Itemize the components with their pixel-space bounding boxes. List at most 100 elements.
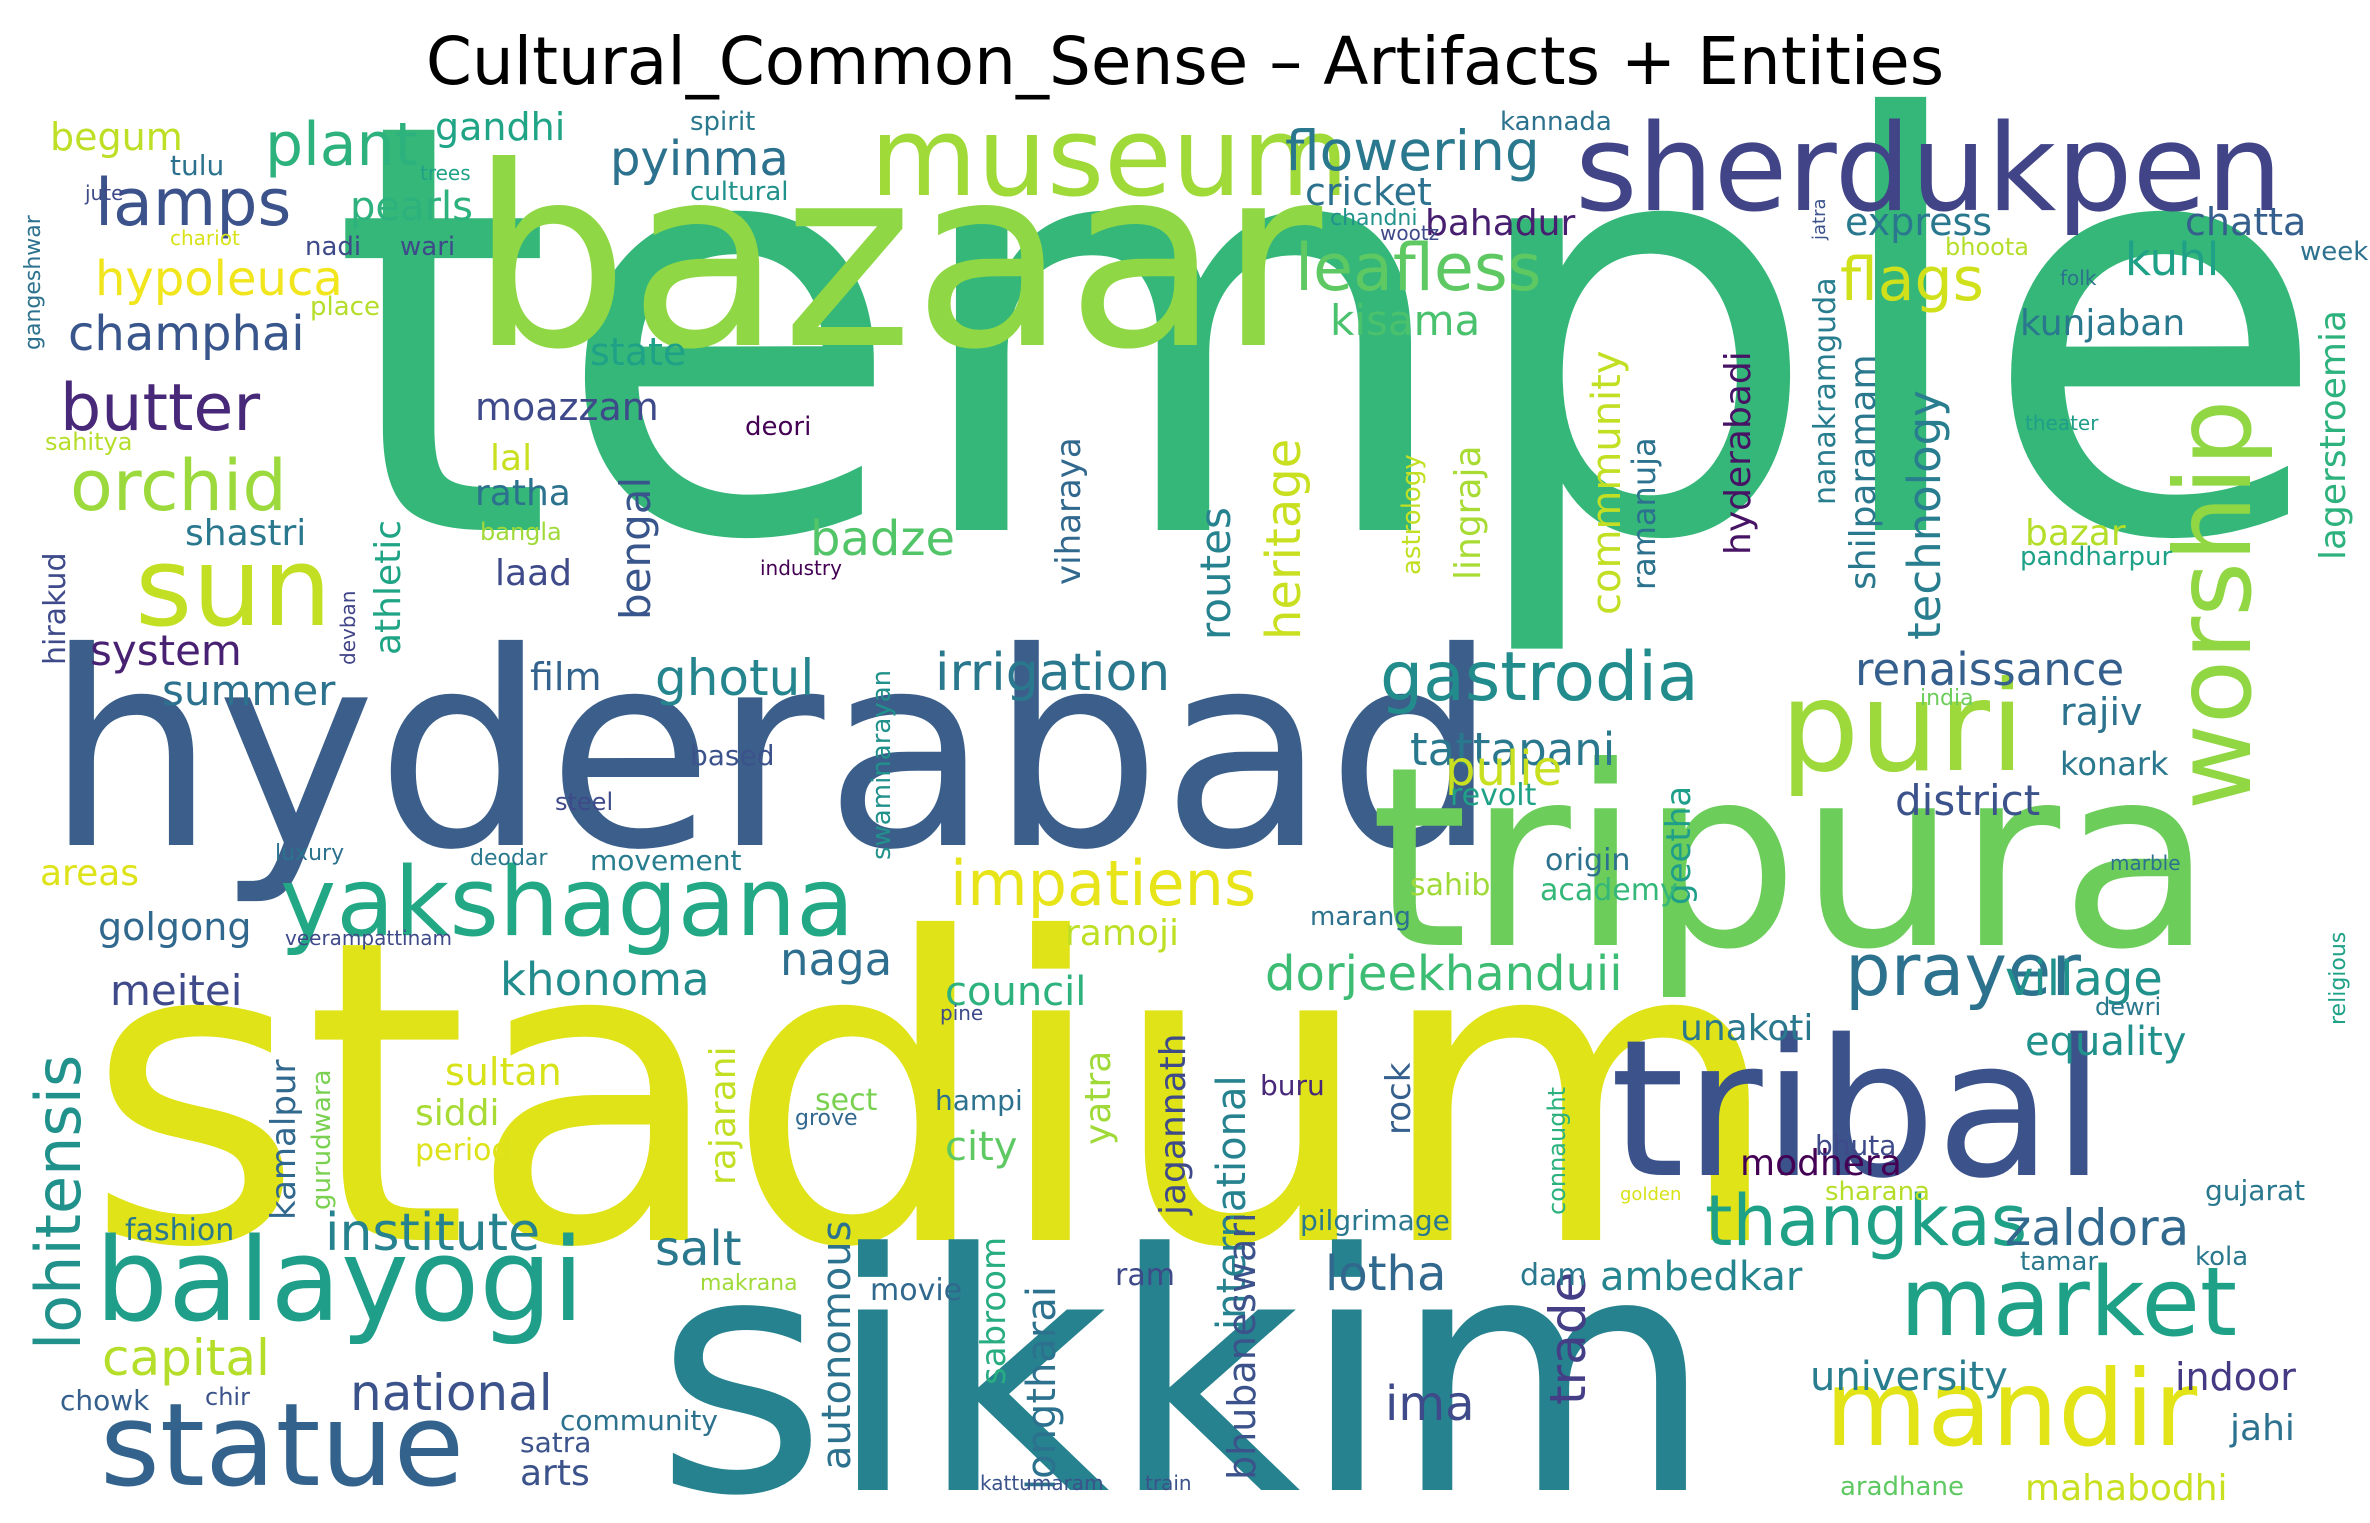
word-nadi: nadi: [305, 232, 361, 262]
word-university: university: [1810, 1354, 2008, 1400]
word-express: express: [1845, 200, 1992, 244]
word-shilparamam: shilparamam: [1843, 354, 1884, 590]
word-sultan: sultan: [445, 1050, 562, 1094]
word-yakshagana: yakshagana: [280, 848, 854, 958]
word-devban: devban: [336, 591, 360, 665]
word-laad: laad: [495, 553, 572, 594]
word-connaught: connaught: [1543, 1087, 1571, 1215]
word-lotha: lotha: [1325, 1246, 1446, 1302]
word-sahitya: sahitya: [45, 428, 132, 456]
word-trees: trees: [420, 161, 471, 185]
word-chandni: chandni: [1330, 206, 1417, 231]
word-folk: folk: [2060, 266, 2097, 290]
word-nanakramguda: nanakramguda: [1808, 277, 1843, 505]
word-state: state: [590, 330, 686, 374]
word-worship: worship: [2153, 400, 2275, 810]
word-jute: jute: [84, 181, 123, 205]
word-ram: ram: [1115, 1258, 1175, 1293]
word-hirakud: hirakud: [38, 552, 73, 665]
word-mandir: mandir: [1825, 1348, 2198, 1470]
word-sherdukpen: sherdukpen: [1575, 100, 2282, 239]
word-dewri: dewri: [2095, 993, 2161, 1021]
word-kamalpur: kamalpur: [264, 1060, 304, 1220]
word-puri: puri: [1780, 655, 2025, 800]
word-konark: konark: [2060, 745, 2169, 783]
word-bahadur: bahadur: [1425, 203, 1575, 244]
word-ima: ima: [1385, 1376, 1475, 1432]
word-begum: begum: [50, 115, 183, 159]
word-sikkim: sikkim: [655, 1184, 1714, 1523]
word-jatra: jatra: [1809, 198, 1830, 241]
word-viharaya: viharaya: [1049, 437, 1089, 585]
word-lohitensis: lohitensis: [22, 1055, 95, 1350]
word-badze: badze: [810, 511, 955, 567]
word-sabroom: sabroom: [974, 1237, 1014, 1385]
word-academy: academy: [1540, 873, 1678, 908]
word-moazzam: moazzam: [475, 385, 659, 429]
chart-title: Cultural_Common_Sense – Artifacts + Enti…: [425, 23, 1945, 100]
word-deodar: deodar: [470, 846, 548, 871]
word-routes: routes: [1191, 507, 1240, 640]
word-hypoleuca: hypoleuca: [95, 251, 343, 307]
word-pearls: pearls: [350, 184, 473, 230]
word-movement: movement: [590, 844, 741, 877]
word-equality: equality: [2025, 1019, 2186, 1065]
word-champhai: champhai: [68, 306, 305, 362]
word-salt: salt: [655, 1221, 742, 1277]
word-pilgrimage: pilgrimage: [1300, 1204, 1450, 1237]
word-lamps: lamps: [95, 166, 291, 241]
word-temple: temple: [330, 2, 2330, 665]
word-gurudwara: gurudwara: [307, 1070, 337, 1210]
word-gujarat: gujarat: [2205, 1174, 2305, 1207]
word-tattapani: tattapani: [1410, 723, 1615, 776]
word-astrology: astrology: [1397, 454, 1427, 575]
word-revolt: revolt: [1450, 778, 1537, 813]
word-tamar: tamar: [2020, 1247, 2098, 1277]
word-kannada: kannada: [1500, 107, 1612, 137]
word-trade: trade: [1539, 1272, 1597, 1405]
word-based: based: [690, 739, 775, 772]
word-period: period: [415, 1133, 511, 1168]
word-modhera: modhera: [1740, 1143, 1902, 1184]
word-sharana: sharana: [1825, 1177, 1930, 1207]
word-satra: satra: [520, 1426, 591, 1459]
word-bhuta: bhuta: [1815, 1129, 1896, 1162]
word-rajarani: rajarani: [703, 1046, 744, 1185]
word-chowk: chowk: [60, 1384, 150, 1417]
word-community: community: [560, 1404, 718, 1437]
word-dam: dam: [1520, 1258, 1587, 1293]
word-bhoota: bhoota: [1945, 233, 2029, 261]
word-movie: movie: [870, 1273, 962, 1308]
word-butter: butter: [60, 371, 260, 446]
word-heritage: heritage: [1256, 439, 1312, 640]
word-kuhl: kuhl: [2125, 233, 2219, 286]
word-place: place: [310, 292, 380, 322]
word-marang: marang: [1310, 902, 1411, 932]
word-jahi: jahi: [2229, 1408, 2295, 1449]
word-chatta: chatta: [2185, 200, 2306, 244]
word-zaldora: zaldora: [2005, 1199, 2189, 1257]
word-village: village: [2005, 951, 2163, 1007]
word-district: district: [1895, 776, 2040, 825]
word-grove: grove: [795, 1106, 858, 1131]
word-week: week: [2300, 237, 2368, 267]
word-lingraja: lingraja: [1448, 445, 1489, 580]
word-aradhane: aradhane: [1840, 1472, 1964, 1502]
word-meitei: meitei: [110, 966, 242, 1015]
word-museum: museum: [870, 93, 1349, 221]
word-thangkas: thangkas: [1705, 1180, 2027, 1262]
word-stadium: stadium: [85, 851, 1784, 1340]
word-ratha: ratha: [475, 473, 571, 514]
word-theater: theater: [2025, 411, 2099, 435]
word-areas: areas: [40, 853, 139, 894]
word-pulie: pulie: [1445, 741, 1562, 797]
word-bengal: bengal: [611, 477, 660, 620]
word-marble: marble: [2110, 851, 2181, 875]
word-city: city: [945, 1124, 1017, 1170]
word-origin: origin: [1545, 843, 1630, 878]
word-lagerstroemia: lagerstroemia: [2313, 310, 2354, 560]
word-impatiens: impatiens: [950, 847, 1256, 920]
word-ambedkar: ambedkar: [1600, 1254, 1803, 1300]
word-athletic: athletic: [368, 520, 409, 655]
word-international: international: [1209, 1075, 1255, 1330]
